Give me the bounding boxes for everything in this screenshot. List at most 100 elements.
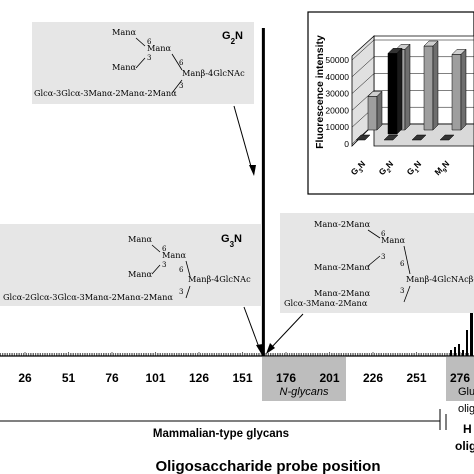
edge-bar bbox=[458, 344, 460, 356]
g2n-line: Manα bbox=[112, 27, 137, 37]
g3n-line: 3 bbox=[179, 288, 183, 296]
m-line: Manα bbox=[381, 235, 406, 245]
g2n-title: G2N bbox=[222, 30, 243, 46]
g2n-line: 3 bbox=[179, 82, 183, 90]
main-bar bbox=[261, 28, 265, 356]
inset-y-tick-label: 20000 bbox=[325, 105, 349, 115]
g2n-line: 3 bbox=[147, 54, 151, 62]
inset-y-tick-label: 30000 bbox=[325, 89, 349, 99]
g2n-line: Manα bbox=[112, 62, 137, 72]
inset-gridline-side bbox=[351, 39, 375, 61]
h-label: H bbox=[463, 422, 472, 436]
m-line: Manα-2Manα bbox=[314, 288, 371, 298]
g3n-line: Manα bbox=[128, 234, 153, 244]
x-tick-label: 101 bbox=[145, 371, 165, 385]
g3n-line: Manα bbox=[162, 250, 187, 260]
x-tick-label: 126 bbox=[189, 371, 209, 385]
g3n-callout: G3N Manα 6 Manα Manα 3 6 Manβ-4GlcNAc 3 … bbox=[0, 224, 262, 306]
x-tick-label: 276 bbox=[450, 371, 470, 385]
n-glycans-label: N-glycans bbox=[280, 386, 329, 398]
x-tick-label: 76 bbox=[105, 371, 119, 385]
mammalian-label: Mammalian-type glycans bbox=[153, 428, 289, 440]
m-line: 6 bbox=[400, 260, 405, 268]
g3n-line: Manβ-4GlcNAc bbox=[188, 274, 251, 284]
inset-gridline-side bbox=[351, 73, 375, 94]
main-bars bbox=[261, 28, 265, 356]
m-arrowhead bbox=[266, 343, 275, 354]
inset-bar-dark bbox=[355, 134, 371, 141]
x-minor-ticks bbox=[0, 352, 473, 356]
g2n-arrow bbox=[233, 105, 253, 171]
g3n-line: 3 bbox=[162, 261, 166, 269]
x-tick-label: 51 bbox=[62, 371, 76, 385]
inset-bar-dark bbox=[383, 134, 399, 141]
g3n-line: 6 bbox=[162, 245, 167, 253]
x-tick-labels: 26 51 76 101 126 151 176 201 226 251 276 bbox=[18, 371, 470, 385]
edge-bar bbox=[470, 312, 473, 356]
inset-bar-grey-side bbox=[404, 43, 411, 131]
m-line: Glcα-3Manα-2Manα bbox=[284, 298, 368, 308]
edge-bar bbox=[454, 347, 456, 356]
olig-label: olig bbox=[455, 439, 474, 453]
inset-bars bbox=[355, 40, 467, 141]
g2n-callout: G2N Manα 6 Manα Manα 3 6 Manβ-4GlcNAc 3 … bbox=[32, 22, 254, 104]
m-box bbox=[280, 213, 474, 313]
inset-bar-black-side bbox=[396, 47, 403, 135]
m-arrow bbox=[269, 313, 304, 350]
m-line: Manα-2Manα bbox=[314, 262, 371, 272]
x-tick-label: 151 bbox=[232, 371, 252, 385]
inset-bar-grey-side bbox=[432, 40, 439, 131]
g3n-line: Glcα-2Glcα-3Glcα-3Manα-2Manα-2Manα bbox=[3, 292, 173, 302]
inset-gridline-side bbox=[351, 56, 375, 77]
inset-y-tick-labels: 0 10000 20000 30000 40000 50000 bbox=[325, 55, 349, 149]
inset-y-tick-label: 10000 bbox=[325, 122, 349, 132]
g3n-box bbox=[0, 224, 262, 306]
inset-bar-dark bbox=[439, 134, 455, 141]
g2n-box bbox=[32, 22, 254, 104]
inset-bar-dark bbox=[411, 134, 427, 141]
m-callout: Manα-2Manα 6 Manα Manα-2Manα 3 6 Manβ-4G… bbox=[280, 213, 474, 313]
g2n-line: Manα bbox=[147, 43, 172, 53]
inset-y-tick-label: 40000 bbox=[325, 72, 349, 82]
edge-bar bbox=[450, 350, 452, 356]
g2n-arrowhead bbox=[249, 165, 256, 176]
x-tick-label: 26 bbox=[18, 371, 32, 385]
inset-y-tick-label: 0 bbox=[344, 139, 349, 149]
edge-bar bbox=[462, 350, 464, 356]
inset-bar-grey bbox=[367, 96, 378, 131]
m-line: 6 bbox=[381, 230, 386, 238]
m-line: Manβ-4GlcNAcβ- bbox=[406, 274, 474, 284]
edge-bar bbox=[466, 330, 468, 356]
x-tick-label: 251 bbox=[406, 371, 426, 385]
inset-bar-grey bbox=[423, 45, 434, 131]
x-axis-title: Oligosaccharide probe position bbox=[155, 458, 380, 474]
m-line: 3 bbox=[400, 287, 404, 295]
g2n-line: 6 bbox=[179, 59, 184, 67]
glu-region bbox=[446, 357, 474, 401]
inset-bar-grey bbox=[451, 54, 462, 131]
olig-label-grey: olig bbox=[458, 403, 474, 415]
g3n-arrowhead bbox=[256, 344, 263, 355]
inset-y-axis-title: Fluorescence intensity bbox=[314, 35, 326, 149]
g3n-line: Manα bbox=[128, 269, 153, 279]
g3n-arrow bbox=[243, 306, 261, 351]
g3n-line: 6 bbox=[179, 266, 184, 274]
inset-bar-grey-side bbox=[376, 90, 383, 131]
inset-y-tick-label: 50000 bbox=[325, 55, 349, 65]
m-line: Manα-2Manα bbox=[314, 219, 371, 229]
mammalian-bracket bbox=[0, 409, 447, 430]
n-glycans-region bbox=[262, 357, 346, 401]
g3n-title: G3N bbox=[221, 233, 242, 249]
g2n-line: 6 bbox=[147, 38, 152, 46]
x-tick-label: 176 bbox=[276, 371, 296, 385]
inset-bar-black bbox=[387, 53, 398, 135]
g2n-line: Manβ-4GlcNAc bbox=[182, 68, 245, 78]
x-tick-label: 226 bbox=[363, 371, 383, 385]
inset-bar-grey-side bbox=[460, 48, 467, 131]
glu-label: Glu bbox=[458, 386, 474, 398]
m-line: 3 bbox=[381, 253, 385, 261]
edge-bars bbox=[450, 312, 473, 356]
x-tick-label: 201 bbox=[319, 371, 339, 385]
